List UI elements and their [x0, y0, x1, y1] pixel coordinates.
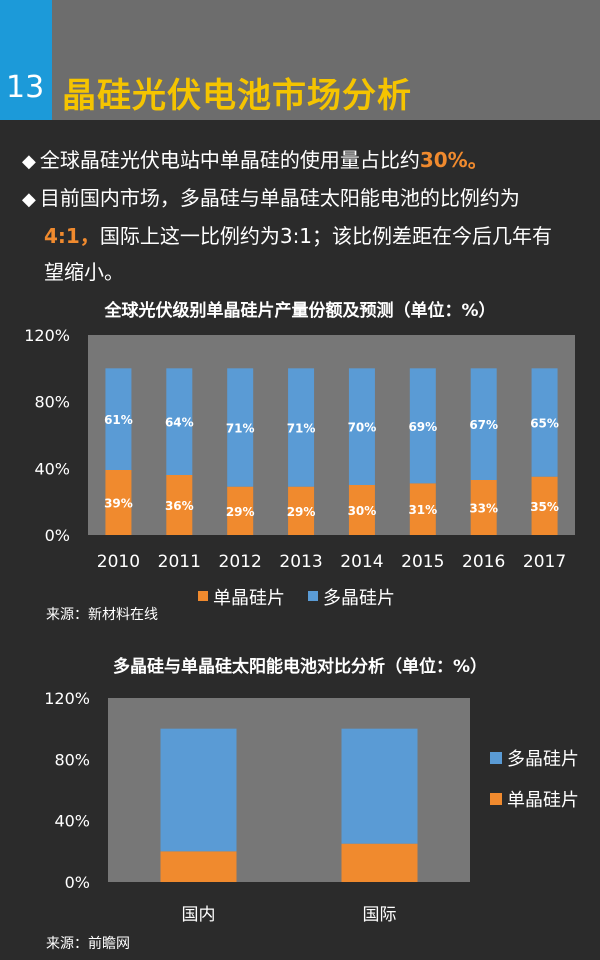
chart1-label-single: 30% [348, 504, 377, 518]
chart1-svg: 0% 40% 80% 120% 39% 61% 2010 36% 64% 2011 29% 71% 20… [24, 326, 575, 609]
bullet-2-highlight: 4:1， [44, 224, 100, 248]
chart1-bar-single [470, 480, 497, 535]
chart1-y-tick: 120% [24, 326, 70, 345]
chart1-bar-multi [227, 368, 254, 487]
page-title: 晶硅光伏电池市场分析 [62, 76, 412, 116]
chart1-bar-multi [470, 368, 497, 480]
chart1-y-tick: 80% [34, 393, 70, 412]
chart1-bar-multi [166, 368, 193, 475]
chart1-legend-swatch-multi [308, 591, 318, 601]
chart1-x-tick: 2017 [523, 552, 566, 572]
chart1-label-multi: 64% [165, 416, 194, 430]
chart2-legend-multi: 多晶硅片 [507, 749, 579, 770]
chart2-title: 多晶硅与单晶硅太阳能电池对比分析（单位：%） [112, 657, 488, 677]
bullet-2-line3: 望缩小。 [44, 260, 124, 284]
chart2-bar-single [160, 851, 237, 882]
chart1-label-multi: 65% [530, 417, 559, 431]
chart1-legend-single: 单晶硅片 [213, 588, 285, 609]
chart1-bar-single [288, 486, 315, 535]
bullet-1: ◆ 全球晶硅光伏电站中单晶硅的使用量占比约30%。 [22, 142, 582, 180]
chart1-source: 来源：新材料在线 [46, 607, 158, 623]
chart1-label-single: 33% [469, 502, 498, 516]
chart2-y-tick: 0% [65, 873, 90, 892]
chart2-x-tick: 国内 [182, 905, 216, 925]
bullet-2-rest: 国际上这一比例约为3:1；该比例差距在今后几年有 [99, 224, 553, 248]
chart1-title: 全球光伏级别单晶硅片产量份额及预测（单位：%） [104, 301, 496, 321]
section-number-box: 13 [0, 0, 52, 120]
chart2-x-tick: 国际 [363, 905, 397, 925]
chart1-bar-single [409, 483, 436, 535]
chart1-x-tick: 2015 [401, 552, 444, 572]
chart2-legend-swatch-single [490, 793, 502, 805]
chart1-bar-single [531, 476, 558, 535]
chart2-y-tick: 120% [44, 689, 90, 708]
chart1-x-tick: 2012 [219, 552, 262, 572]
chart1-bar-single [105, 470, 132, 535]
chart1-plot-area [88, 335, 575, 535]
bullet-2-line1: 目前国内市场，多晶硅与单晶硅太阳能电池的比例约为 [39, 186, 520, 210]
chart1-label-single: 39% [104, 497, 133, 511]
bullet-2: ◆ 目前国内市场，多晶硅与单晶硅太阳能电池的比例约为 4:1，国际上这一比例约为3… [22, 180, 582, 290]
chart1-legend-multi: 多晶硅片 [323, 588, 395, 609]
chart1-bar-multi [105, 368, 132, 470]
bullet-1-highlight: 30%。 [419, 148, 488, 172]
chart1-bar-multi [348, 368, 375, 485]
chart1-bar-multi [288, 368, 315, 487]
header-bar: 13 晶硅光伏电池市场分析 [0, 0, 600, 120]
section-number: 13 [6, 70, 45, 105]
chart1-label-multi: 71% [226, 422, 255, 436]
chart2-bar-single [341, 843, 418, 882]
chart1-bar-single [348, 485, 375, 535]
chart1-label-single: 36% [165, 499, 194, 513]
chart1-x-tick: 2011 [158, 552, 201, 572]
chart1-label-single: 29% [226, 505, 255, 519]
chart1-bar-single [227, 486, 254, 535]
chart1-x-tick: 2014 [340, 552, 383, 572]
chart1-bar-multi [409, 368, 436, 484]
chart1-label-single: 29% [287, 505, 316, 519]
chart1-label-single: 31% [408, 503, 437, 517]
diamond-bullet-icon: ◆ [22, 151, 36, 172]
chart1-label-multi: 69% [408, 420, 437, 434]
chart1-x-tick: 2016 [462, 552, 505, 572]
chart1-x-tick: 2010 [97, 552, 140, 572]
chart2-legend-single: 单晶硅片 [507, 790, 579, 811]
chart1-y-tick: 40% [34, 459, 70, 478]
bullet-1-text: 全球晶硅光伏电站中单晶硅的使用量占比约 [39, 148, 420, 172]
chart1-bar-single [166, 475, 193, 535]
chart1-bar-multi [531, 368, 558, 477]
chart2-bar-multi [160, 728, 237, 852]
diamond-bullet-icon: ◆ [22, 189, 36, 210]
chart2-y-tick: 40% [54, 812, 90, 831]
chart1-legend-swatch-single [198, 591, 208, 601]
chart1-label-multi: 67% [469, 418, 498, 432]
chart2-source: 来源：前瞻网 [46, 936, 130, 952]
chart1-label-multi: 70% [348, 421, 377, 435]
chart1-y-tick: 0% [45, 526, 70, 545]
chart1-label-multi: 61% [104, 413, 133, 427]
chart2-legend-swatch-multi [490, 752, 502, 764]
chart1-x-tick: 2013 [279, 552, 322, 572]
chart2-y-tick: 80% [54, 750, 90, 769]
chart1-label-multi: 71% [287, 422, 316, 436]
chart1-label-single: 35% [530, 500, 559, 514]
chart2-bar-multi [341, 728, 418, 844]
